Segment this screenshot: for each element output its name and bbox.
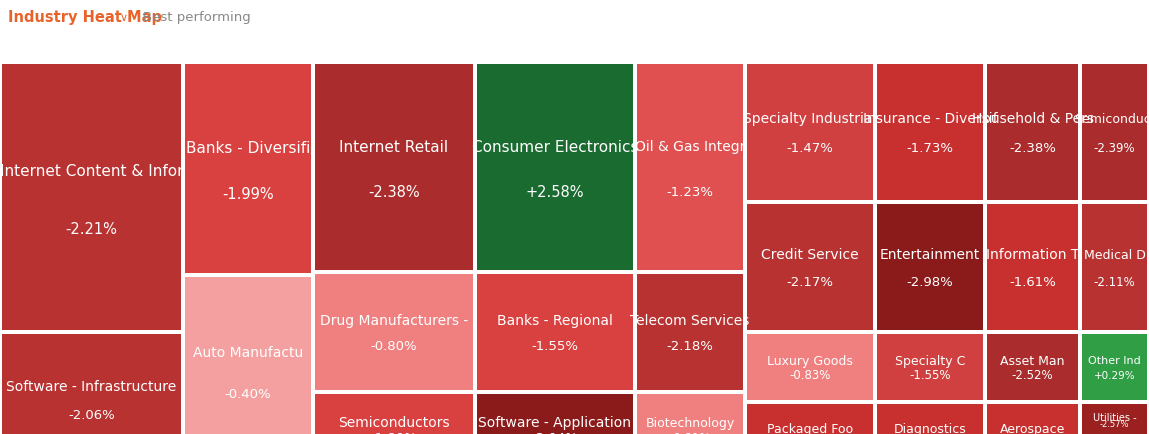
Bar bbox=[987, 204, 1078, 330]
Text: Software - Application: Software - Application bbox=[478, 415, 632, 429]
Text: Packaged Foo: Packaged Foo bbox=[766, 421, 853, 434]
Text: Banks - Regional: Banks - Regional bbox=[498, 313, 612, 327]
Text: Best performing: Best performing bbox=[142, 11, 250, 24]
Bar bbox=[877, 65, 984, 200]
Text: Household & Pers: Household & Pers bbox=[972, 112, 1094, 126]
Text: -2.38%: -2.38% bbox=[1009, 142, 1056, 155]
Text: -1.99%: -1.99% bbox=[222, 186, 273, 201]
Bar bbox=[747, 404, 873, 434]
Bar bbox=[477, 65, 633, 270]
Bar bbox=[987, 334, 1078, 400]
Text: Diagnostics: Diagnostics bbox=[894, 421, 966, 434]
Text: Insurance - Diversif: Insurance - Diversif bbox=[863, 112, 997, 126]
Text: Industry Heat Map: Industry Heat Map bbox=[8, 10, 162, 25]
Bar bbox=[877, 404, 984, 434]
Bar bbox=[2, 334, 182, 434]
Bar bbox=[637, 65, 743, 270]
Bar bbox=[1082, 404, 1147, 434]
Text: -2.39%: -2.39% bbox=[1094, 142, 1135, 155]
Bar bbox=[185, 277, 311, 434]
Bar bbox=[1082, 334, 1147, 400]
Text: Asset Man: Asset Man bbox=[1001, 354, 1065, 367]
Text: Specialty Industrial: Specialty Industrial bbox=[743, 112, 877, 126]
Text: -2.11%: -2.11% bbox=[1094, 276, 1135, 289]
Text: -2.52%: -2.52% bbox=[1011, 368, 1054, 381]
Bar bbox=[315, 65, 473, 270]
Bar bbox=[2, 65, 182, 330]
Text: Drug Manufacturers -: Drug Manufacturers - bbox=[319, 313, 468, 327]
Text: Entertainment: Entertainment bbox=[880, 247, 980, 261]
Text: Semiconduct: Semiconduct bbox=[1073, 112, 1149, 125]
Text: -2.38%: -2.38% bbox=[368, 184, 419, 199]
Text: Utilities -: Utilities - bbox=[1093, 412, 1136, 422]
Text: -2.98%: -2.98% bbox=[907, 276, 954, 289]
Text: -2.57%: -2.57% bbox=[1100, 419, 1129, 428]
Text: Banks - Diversifi: Banks - Diversifi bbox=[186, 141, 310, 155]
Text: +2.58%: +2.58% bbox=[526, 184, 584, 199]
Bar bbox=[987, 65, 1078, 200]
Text: -1.73%: -1.73% bbox=[907, 142, 954, 155]
Text: Auto Manufactu: Auto Manufactu bbox=[193, 345, 303, 359]
Text: -0.80%: -0.80% bbox=[371, 339, 417, 352]
Text: -0.81%: -0.81% bbox=[669, 431, 711, 434]
Text: -3.04%: -3.04% bbox=[532, 431, 578, 434]
Bar bbox=[315, 394, 473, 434]
Text: -2.18%: -2.18% bbox=[666, 339, 714, 352]
Text: Oil & Gas Integr: Oil & Gas Integr bbox=[634, 140, 746, 154]
Bar bbox=[987, 404, 1078, 434]
Bar bbox=[315, 274, 473, 390]
Text: Internet Retail: Internet Retail bbox=[339, 139, 448, 154]
Text: -1.61%: -1.61% bbox=[1009, 276, 1056, 289]
Bar bbox=[877, 334, 984, 400]
Text: Software - Infrastructure: Software - Infrastructure bbox=[7, 379, 177, 393]
Text: -2.17%: -2.17% bbox=[787, 276, 833, 289]
Text: +0.29%: +0.29% bbox=[1094, 370, 1135, 380]
Text: Information T: Information T bbox=[986, 247, 1079, 261]
Text: Aerospace: Aerospace bbox=[1000, 421, 1065, 434]
Text: -2.06%: -2.06% bbox=[68, 408, 115, 421]
Bar bbox=[747, 204, 873, 330]
Text: -1.55%: -1.55% bbox=[532, 339, 578, 352]
Bar bbox=[877, 204, 984, 330]
Bar bbox=[637, 274, 743, 390]
Text: -1.23%: -1.23% bbox=[666, 185, 714, 198]
Text: -2.21%: -2.21% bbox=[65, 221, 117, 237]
Text: Credit Service: Credit Service bbox=[761, 247, 858, 261]
Bar bbox=[1082, 65, 1147, 200]
Bar bbox=[185, 65, 311, 273]
Text: -1.47%: -1.47% bbox=[787, 142, 833, 155]
Bar bbox=[1082, 204, 1147, 330]
Text: Other Ind: Other Ind bbox=[1088, 355, 1141, 365]
Text: Consumer Electronics: Consumer Electronics bbox=[472, 139, 638, 154]
Text: Telecom Services: Telecom Services bbox=[631, 313, 749, 327]
Text: Biotechnology: Biotechnology bbox=[646, 416, 734, 428]
Text: -1.80%: -1.80% bbox=[371, 431, 417, 434]
Text: -0.83%: -0.83% bbox=[789, 368, 831, 381]
Text: Luxury Goods: Luxury Goods bbox=[768, 354, 853, 367]
Text: Specialty C: Specialty C bbox=[895, 354, 965, 367]
Text: Internet Content & Infor: Internet Content & Infor bbox=[0, 163, 183, 178]
Bar bbox=[747, 65, 873, 200]
Text: -1.55%: -1.55% bbox=[909, 368, 950, 381]
Text: ∨: ∨ bbox=[119, 13, 129, 23]
Text: Medical D: Medical D bbox=[1084, 248, 1146, 261]
Text: -0.40%: -0.40% bbox=[225, 387, 271, 400]
Bar bbox=[637, 394, 743, 434]
Text: Semiconductors: Semiconductors bbox=[338, 415, 449, 429]
Bar bbox=[477, 394, 633, 434]
Bar bbox=[747, 334, 873, 400]
Bar bbox=[477, 274, 633, 390]
